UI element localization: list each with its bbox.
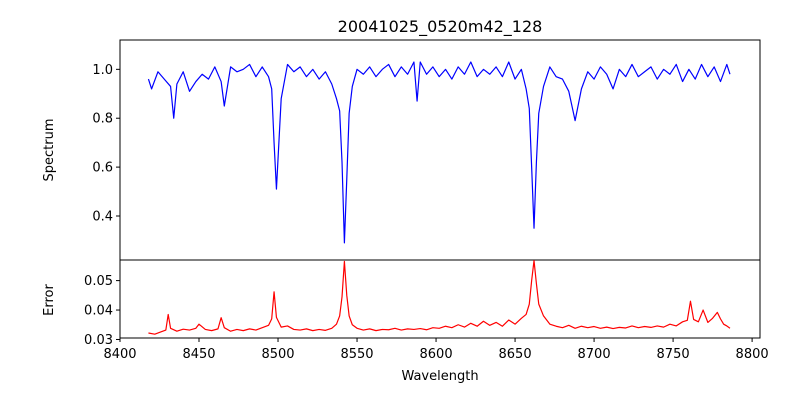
x-tick-label: 8750 <box>657 347 690 362</box>
x-tick-label: 8450 <box>182 347 215 362</box>
error-y-ticks: 0.05 0.04 0.03 <box>84 274 120 348</box>
error-y-tick-label: 0.04 <box>84 304 113 319</box>
spectrum-y-tick-label: 1.0 <box>92 63 113 78</box>
x-tick-label: 8400 <box>103 347 136 362</box>
x-tick-label: 8800 <box>736 347 769 362</box>
x-tick-label: 8550 <box>340 347 373 362</box>
x-tick-label: 8600 <box>420 347 453 362</box>
x-tick-label: 8650 <box>499 347 532 362</box>
spectrum-y-ticks: 1.0 0.8 0.6 0.4 <box>92 63 120 225</box>
spectrum-panel: 1.0 0.8 0.6 0.4 Spectrum <box>42 39 761 261</box>
spectrum-y-tick-label: 0.8 <box>92 112 113 127</box>
error-series <box>148 259 731 335</box>
spectrum-plot-area <box>119 39 761 261</box>
error-y-axis-label: Error <box>42 284 57 316</box>
x-tick-label: 8500 <box>261 347 294 362</box>
error-x-ticks: 8400 8450 8500 8550 8600 8650 8700 8750 8800 <box>103 338 769 362</box>
spectrum-y-tick-label: 0.6 <box>92 161 113 176</box>
error-panel: 0.05 0.04 0.03 8400 8450 8500 8550 8600 8650 870… <box>42 259 769 384</box>
error-y-tick-label: 0.05 <box>84 274 113 289</box>
x-tick-label: 8700 <box>578 347 611 362</box>
spectrum-y-axis-label: Spectrum <box>42 119 57 182</box>
error-plot-area <box>119 259 761 339</box>
chart-title: 20041025_0520m42_128 <box>338 17 543 37</box>
error-series-line <box>148 259 731 335</box>
x-axis-label: Wavelength <box>401 369 478 384</box>
spectrum-series-line <box>147 61 731 244</box>
spectrum-series <box>147 61 731 244</box>
error-y-tick-label: 0.03 <box>84 333 113 348</box>
spectrum-y-tick-label: 0.4 <box>92 210 113 225</box>
